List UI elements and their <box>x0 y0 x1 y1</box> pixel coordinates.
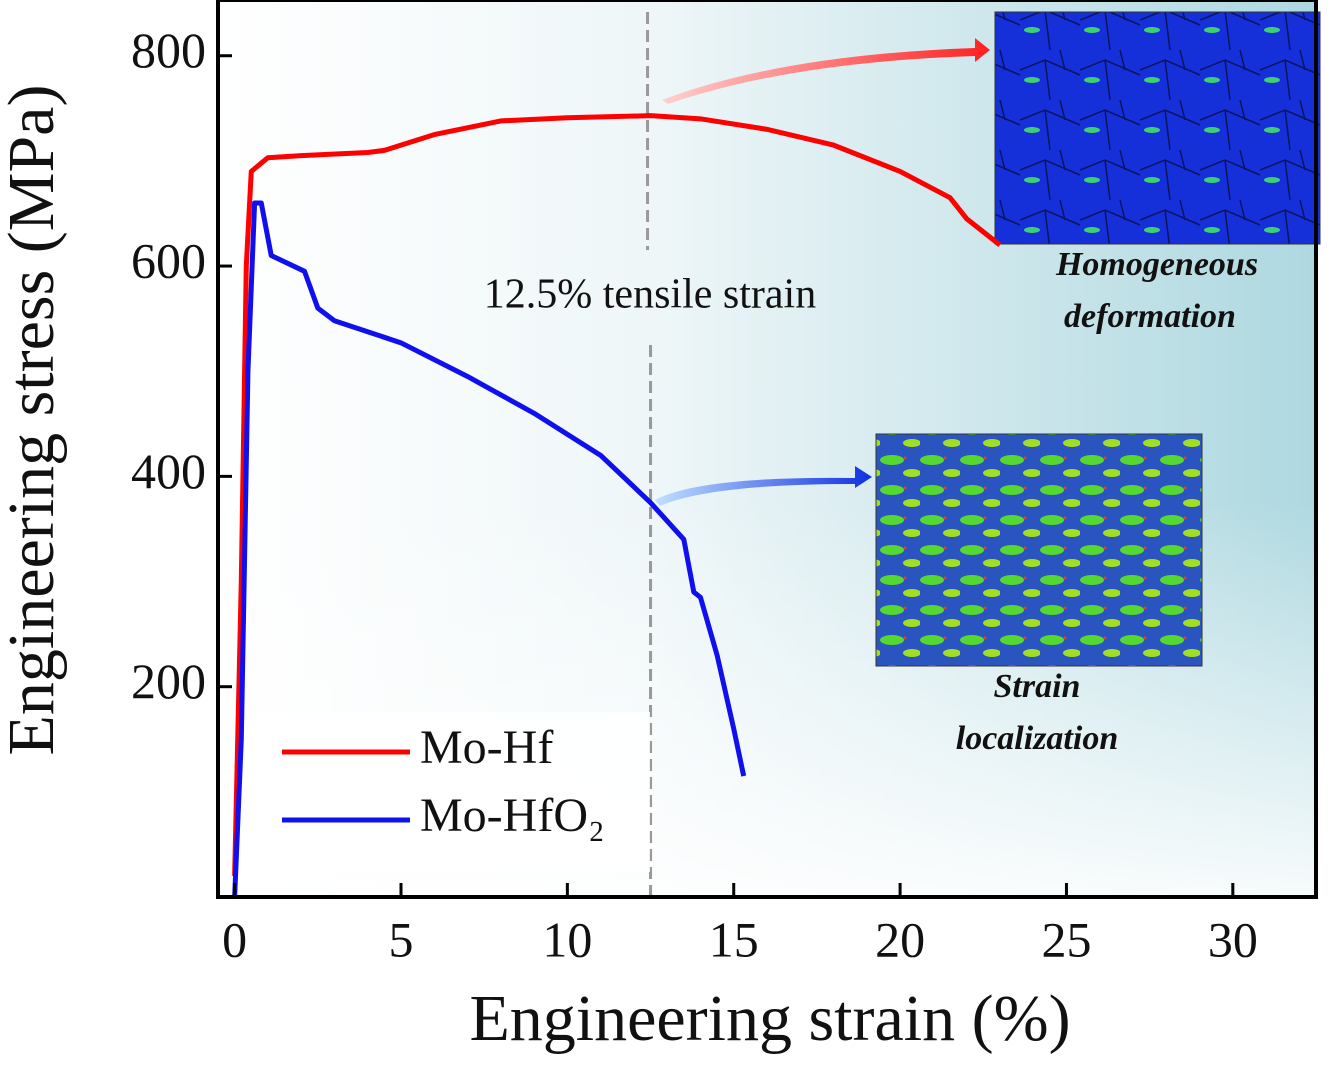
axis-frame <box>216 0 1318 899</box>
x-tick-label: 5 <box>389 911 414 967</box>
inset-label: Strain <box>994 668 1081 705</box>
inset-image <box>875 433 1203 667</box>
inset-image <box>994 11 1321 245</box>
y-tick-label: 400 <box>131 443 206 499</box>
reference-label: 12.5% tensile strain <box>484 272 816 318</box>
inset-label: deformation <box>1064 298 1236 335</box>
inset-label: localization <box>956 720 1118 757</box>
x-tick-label: 15 <box>709 911 759 967</box>
series-line <box>232 113 1002 877</box>
y-tick-label: 200 <box>131 653 206 709</box>
x-tick-label: 30 <box>1208 911 1258 967</box>
x-tick-label: 20 <box>875 911 925 967</box>
legend-label: Mo-Hf <box>420 721 553 774</box>
plot <box>232 12 1002 898</box>
legend-label: Mo-HfO₂ <box>420 789 605 842</box>
x-axis-label: Engineering strain (%) <box>469 982 1070 1055</box>
x-tick-label: 0 <box>222 911 247 967</box>
y-axis-label: Engineering stress (MPa) <box>0 85 68 756</box>
x-tick-label: 10 <box>542 911 592 967</box>
x-tick-label: 25 <box>1041 911 1091 967</box>
inset-label: Homogeneous <box>1055 246 1258 283</box>
legend-box <box>250 712 650 872</box>
y-tick-label: 800 <box>131 22 206 78</box>
y-tick-label: 600 <box>131 233 206 289</box>
arrow <box>655 466 872 506</box>
series-line <box>232 200 747 898</box>
arrow <box>662 38 990 104</box>
